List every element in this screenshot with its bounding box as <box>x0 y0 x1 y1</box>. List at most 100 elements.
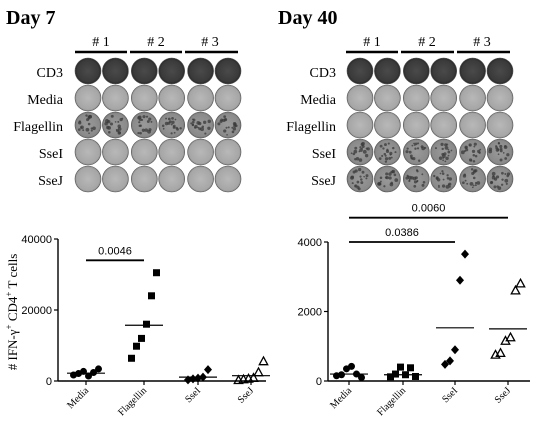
group-label: # 1 <box>363 35 381 50</box>
y-tick-label: 0 <box>46 376 52 388</box>
y-tick-label: 20000 <box>21 305 52 317</box>
elispot-well <box>74 111 102 139</box>
y-tick-label: 4000 <box>298 237 322 249</box>
data-point-square <box>153 269 160 277</box>
elispot-well <box>74 84 102 112</box>
elispot-well <box>74 165 102 193</box>
elispot-well <box>131 84 158 112</box>
x-tick-label: SseJ <box>236 385 256 405</box>
data-point-diamond <box>451 345 459 355</box>
elispot-well <box>74 138 102 166</box>
x-tick-label: Flagellin <box>375 385 408 418</box>
group-label: # 3 <box>473 35 491 50</box>
row-label: SseI <box>312 147 336 162</box>
elispot-well <box>214 57 242 85</box>
elispot-well <box>459 84 486 112</box>
well-spots <box>190 118 211 135</box>
elispot-well <box>459 111 486 139</box>
elispot-well <box>102 84 129 112</box>
elispot-well <box>131 138 158 166</box>
data-point-circle <box>358 374 365 382</box>
y-tick-label: 0 <box>316 376 322 388</box>
data-point-square <box>138 334 145 342</box>
panel-day40: Day 40 # 1 # 2 # 3 CD3 Media Flagellin S… <box>278 7 514 193</box>
row-label: Media <box>300 93 337 108</box>
elispot-well <box>430 84 458 112</box>
y-tick-label: 40000 <box>21 234 52 246</box>
data-point-diamond <box>204 365 212 375</box>
group-label: # 2 <box>147 35 165 50</box>
panel-day7: Day 7 # 1 # 2 # 3 CD3 Media Flagellin Ss… <box>6 7 242 193</box>
elispot-well <box>187 165 214 193</box>
elispot-well <box>486 84 514 112</box>
p-value-label: 0.0386 <box>385 227 419 239</box>
x-tick-label: SseI <box>183 385 203 405</box>
elispot-well <box>158 138 185 166</box>
elispot-well <box>131 165 158 193</box>
data-point-square <box>392 370 399 378</box>
data-point-square <box>397 363 404 371</box>
y-tick-label: 2000 <box>298 307 322 319</box>
panel-title: Day 7 <box>6 7 55 29</box>
well-spots <box>405 169 426 188</box>
y-axis-label: # IFN-γ+ CD4+ T cells <box>4 254 20 371</box>
data-point-triangle <box>495 347 506 358</box>
well-spots <box>488 141 510 162</box>
elispot-well <box>486 57 514 85</box>
elispot-well <box>459 165 486 193</box>
group-label: # 1 <box>92 35 110 50</box>
row-label: Media <box>27 93 64 108</box>
group-headers: # 1 # 2 # 3 <box>346 35 510 54</box>
x-tick-label: Flagellin <box>116 385 149 418</box>
data-point-diamond <box>456 275 464 285</box>
data-point-triangle <box>258 355 269 366</box>
x-tick-label: Media <box>328 385 354 411</box>
elispot-well <box>459 57 486 85</box>
data-point-square <box>387 373 394 381</box>
row-label: Flagellin <box>286 120 336 135</box>
data-point-triangle <box>510 284 521 295</box>
elispot-well <box>102 165 129 193</box>
panel-title: Day 40 <box>278 7 337 29</box>
x-tick-label: SseI <box>440 385 460 405</box>
data-point-square <box>148 292 155 300</box>
data-point-circle <box>90 368 97 376</box>
elispot-well <box>346 111 374 139</box>
well-spots <box>137 115 153 135</box>
p-value-label: 0.0060 <box>412 203 446 215</box>
well-spots <box>217 115 238 136</box>
well-spots <box>378 142 397 163</box>
data-point-square <box>412 372 419 380</box>
well-spots <box>77 114 96 134</box>
well-spots <box>350 141 370 162</box>
well-spots <box>377 169 399 188</box>
data-point-square <box>407 364 414 372</box>
well-spots <box>161 116 182 135</box>
data-point-square <box>133 342 140 350</box>
elispot-well <box>374 84 401 112</box>
data-point-diamond <box>441 359 449 369</box>
well-spots <box>460 142 482 163</box>
data-point-triangle <box>515 277 526 288</box>
elispot-well <box>187 57 214 85</box>
elispot-well <box>402 111 430 139</box>
row-labels: CD3 Media Flagellin SseI SseJ <box>286 66 337 189</box>
data-point-circle <box>338 371 345 379</box>
data-point-diamond <box>461 249 469 259</box>
well-grid <box>74 57 242 193</box>
elispot-well <box>430 57 458 85</box>
row-label: Flagellin <box>13 120 63 135</box>
well-grid <box>346 57 514 193</box>
data-point-square <box>143 320 150 328</box>
data-point-diamond <box>194 373 202 383</box>
p-value-label: 0.0046 <box>98 245 132 257</box>
chart-day40: 0 2000 4000 Media Flagellin SseI SseJ 0.0386 0.0… <box>298 203 530 418</box>
data-point-square <box>128 354 135 362</box>
well-spots <box>433 170 453 189</box>
well-spots <box>489 171 511 190</box>
data-point-triangle <box>253 366 264 377</box>
elispot-well <box>430 111 458 139</box>
elispot-well <box>346 84 374 112</box>
x-tick-label: SseJ <box>493 385 513 405</box>
elispot-well <box>158 84 185 112</box>
